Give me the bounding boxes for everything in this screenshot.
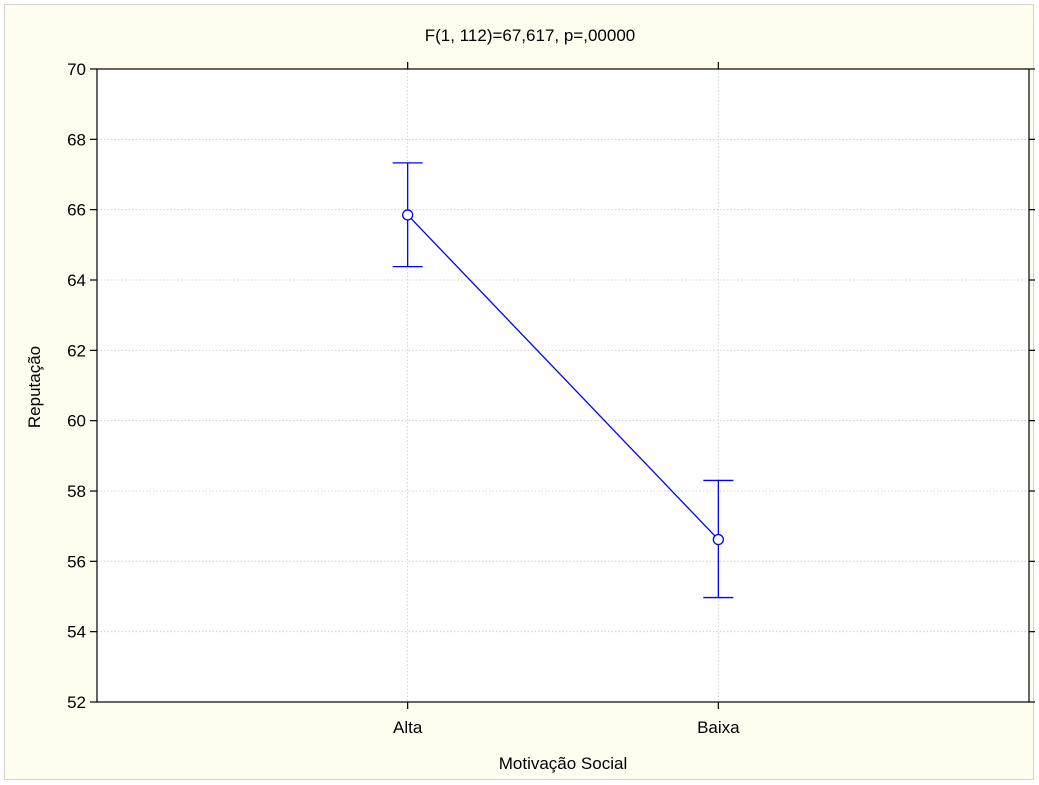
- chart-figure: 52 54 56 58 60 62 64 66 68 70 Alta Baixa F(1, 112)=…: [4, 4, 1035, 780]
- x-tick-label: Baixa: [697, 718, 740, 737]
- y-tick-label: 56: [67, 552, 86, 571]
- y-tick-label: 68: [67, 130, 86, 149]
- data-point: [402, 209, 414, 221]
- y-tick-label: 58: [67, 482, 86, 501]
- plot-frame: [96, 68, 1030, 703]
- series-layer: [392, 162, 734, 599]
- y-tick-label: 60: [67, 412, 86, 431]
- y-tick-label: 62: [67, 341, 86, 360]
- y-tick-label: 66: [67, 201, 86, 220]
- plot-area: [97, 69, 1029, 702]
- tick-layer: 52 54 56 58 60 62 64 66 68 70 Alta Baixa: [67, 60, 1035, 737]
- series-line: [407, 214, 719, 540]
- y-tick-label: 70: [67, 60, 86, 79]
- y-tick-label: 64: [67, 271, 86, 290]
- data-point: [712, 533, 724, 546]
- x-axis-title: Motivação Social: [499, 754, 628, 773]
- y-tick-label: 54: [67, 623, 86, 642]
- x-tick-label: Alta: [393, 718, 423, 737]
- chart-svg: 52 54 56 58 60 62 64 66 68 70 Alta Baixa F(1, 112)=…: [25, 26, 1035, 773]
- chart-title: F(1, 112)=67,617, p=,00000: [425, 26, 635, 45]
- y-axis-title: Reputação: [25, 346, 44, 428]
- y-tick-label: 52: [67, 693, 86, 712]
